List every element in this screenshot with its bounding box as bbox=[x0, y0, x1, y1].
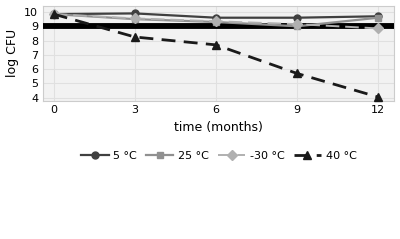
25 °C bbox=[295, 25, 300, 28]
-30 °C bbox=[132, 17, 137, 20]
Legend: 5 °C, 25 °C, -30 °C, 40 °C: 5 °C, 25 °C, -30 °C, 40 °C bbox=[76, 146, 361, 165]
40 °C bbox=[132, 36, 137, 38]
X-axis label: time (months): time (months) bbox=[174, 121, 263, 134]
Y-axis label: log CFU: log CFU bbox=[6, 29, 18, 77]
25 °C bbox=[51, 13, 56, 16]
Line: 5 °C: 5 °C bbox=[50, 10, 382, 21]
-30 °C bbox=[214, 20, 218, 23]
25 °C bbox=[132, 18, 137, 21]
-30 °C bbox=[295, 23, 300, 26]
40 °C bbox=[51, 13, 56, 16]
5 °C bbox=[51, 13, 56, 16]
Line: 25 °C: 25 °C bbox=[50, 11, 382, 30]
5 °C bbox=[295, 16, 300, 19]
25 °C bbox=[214, 21, 218, 23]
40 °C bbox=[214, 43, 218, 46]
40 °C bbox=[295, 72, 300, 75]
25 °C bbox=[376, 16, 381, 19]
-30 °C bbox=[51, 13, 56, 16]
-30 °C bbox=[376, 27, 381, 30]
5 °C bbox=[214, 16, 218, 19]
40 °C bbox=[376, 96, 381, 98]
5 °C bbox=[132, 12, 137, 15]
5 °C bbox=[376, 15, 381, 18]
Line: -30 °C: -30 °C bbox=[50, 11, 382, 32]
Line: 40 °C: 40 °C bbox=[50, 10, 382, 101]
